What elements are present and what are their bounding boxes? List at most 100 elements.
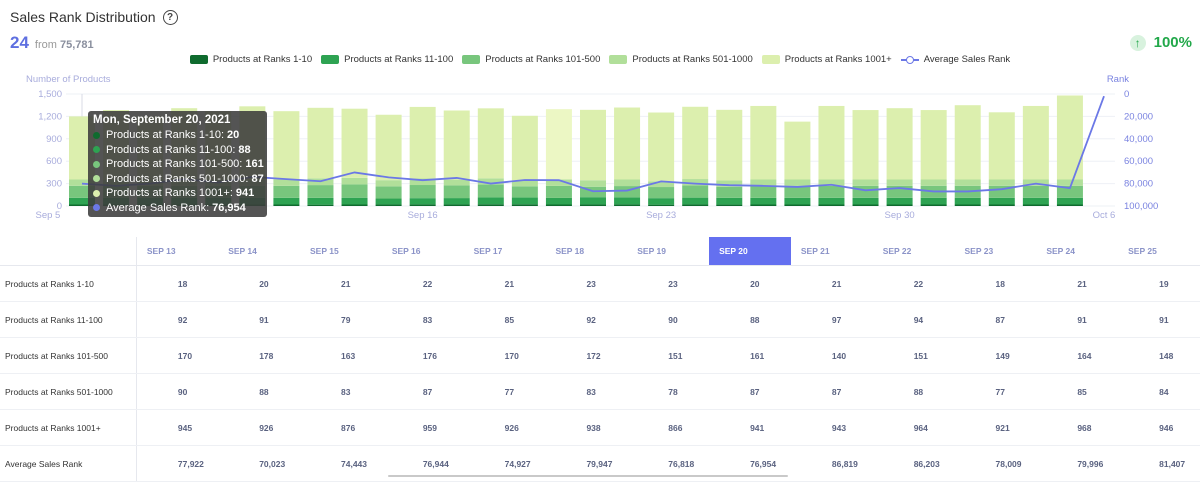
table-cell: 968 [1036,409,1119,446]
column-header-sep-16[interactable]: SEP 16 [381,237,464,266]
bar-segment [307,185,334,198]
bar-segment [920,179,947,186]
column-header-sep-23[interactable]: SEP 23 [954,237,1037,266]
legend-item-ranks-101-500[interactable]: Products at Ranks 101-500 [462,54,600,65]
bar-segment [273,179,300,186]
y2-tick-label: 60,000 [1124,156,1153,167]
bar-segment [954,204,981,206]
table-cell: 148 [1118,337,1200,374]
column-header-sep-17[interactable]: SEP 17 [463,237,546,266]
column-header-sep-25[interactable]: SEP 25 [1118,237,1200,266]
bar-segment [614,197,641,205]
column-header-sep-13[interactable]: SEP 13 [136,237,219,266]
y2-axis-label: Rank [1107,74,1129,85]
bar-segment [341,204,368,206]
column-header-sep-21[interactable]: SEP 21 [790,237,873,266]
bar-segment [920,204,947,206]
bar-segment [477,184,504,198]
row-label: Products at Ranks 1-10 [0,265,137,302]
table-cell: 92 [545,301,628,338]
column-header-sep-24[interactable]: SEP 24 [1036,237,1119,266]
bar-segment [614,107,641,180]
bar-segment [545,185,572,198]
column-header-sep-19[interactable]: SEP 19 [627,237,710,266]
table-cell: 22 [381,265,464,302]
bar-segment [69,179,95,186]
change-percent: 100% [1153,34,1192,51]
column-header-sep-22[interactable]: SEP 22 [872,237,955,266]
table-cell: 938 [545,409,628,446]
table-cell: 946 [1118,409,1200,446]
bar-segment [886,197,913,205]
table-cell: 78,009 [954,445,1037,482]
legend-item-average-sales-rank[interactable]: Average Sales Rank [900,54,1010,65]
bar-segment [443,185,470,199]
legend-item-ranks-1001-plus[interactable]: Products at Ranks 1001+ [761,54,892,65]
table-cell: 178 [218,337,300,374]
column-header-sep-18[interactable]: SEP 18 [545,237,628,266]
y2-tick-label: 0 [1124,89,1129,100]
table-cell: 921 [954,409,1037,446]
column-header-sep-14[interactable]: SEP 14 [218,237,300,266]
table-cell: 77 [954,373,1037,410]
bar-segment [818,185,845,198]
help-icon[interactable]: ? [162,9,178,25]
bar-segment [375,186,402,199]
page-title: Sales Rank Distribution [10,9,156,25]
table-header-row: SEP 13 SEP 14 SEP 15 SEP 16 SEP 17 SEP 1… [0,237,1200,266]
table-cell: 19 [1118,265,1200,302]
bar-segment [511,180,538,187]
bar-segment [443,179,470,186]
table-cell: 945 [136,409,219,446]
horizontal-scrollbar[interactable] [388,475,788,477]
bar-segment [716,180,743,187]
tooltip-dot [93,189,100,197]
table-cell: 21 [463,265,546,302]
bar-segment [511,204,538,206]
legend-item-ranks-501-1000[interactable]: Products at Ranks 501-1000 [609,54,753,65]
bar-segment [954,197,981,205]
legend-swatch [462,55,481,64]
legend-swatch [761,55,780,64]
x-tick-label: Sep 5 [36,210,61,221]
table-cell: 87 [954,301,1037,338]
table-cell: 18 [954,265,1037,302]
bar-segment [409,204,436,206]
bar-segment [818,105,845,180]
table-cell: 83 [381,301,464,338]
tooltip-row: Products at Ranks 1001+: 941 [93,186,262,201]
x-tick-label: Sep 30 [885,210,915,221]
chart-legend: Products at Ranks 1-10 Products at Ranks… [0,54,1200,65]
y-tick-label: 0 [57,201,62,212]
bar-segment [852,185,879,198]
table-cell: 88 [709,301,791,338]
tooltip-row: Products at Ranks 501-1000: 87 [93,172,264,187]
bar-segment [648,204,675,206]
x-tick-label: Sep 23 [646,210,676,221]
table-cell: 86,203 [872,445,955,482]
bar-segment [750,105,777,180]
tooltip-title: Mon, September 20, 2021 [93,114,231,126]
bar-segment [375,114,402,181]
y2-tick-label: 40,000 [1124,134,1153,145]
bar-segment [716,109,743,181]
table-corner-cell [0,237,137,266]
column-header-sep-20-selected[interactable]: SEP 20 [709,237,791,266]
bar-segment [307,107,334,179]
table-cell: 161 [709,337,791,374]
table-cell: 140 [790,337,873,374]
bar-segment [545,179,572,186]
bar-segment [375,180,402,187]
bar-segment [716,186,743,198]
table-cell: 79,996 [1036,445,1119,482]
bar-segment [409,198,436,205]
legend-item-ranks-11-100[interactable]: Products at Ranks 11-100 [321,54,453,65]
tooltip-row: Products at Ranks 11-100: 88 [93,143,262,158]
row-label: Products at Ranks 1001+ [0,409,137,446]
bar-segment [307,204,334,206]
table-cell: 876 [300,409,382,446]
arrow-up-icon: ↑ [1129,34,1146,51]
bar-segment [784,121,811,180]
column-header-sep-15[interactable]: SEP 15 [300,237,382,266]
legend-item-ranks-1-10[interactable]: Products at Ranks 1-10 [189,54,312,65]
